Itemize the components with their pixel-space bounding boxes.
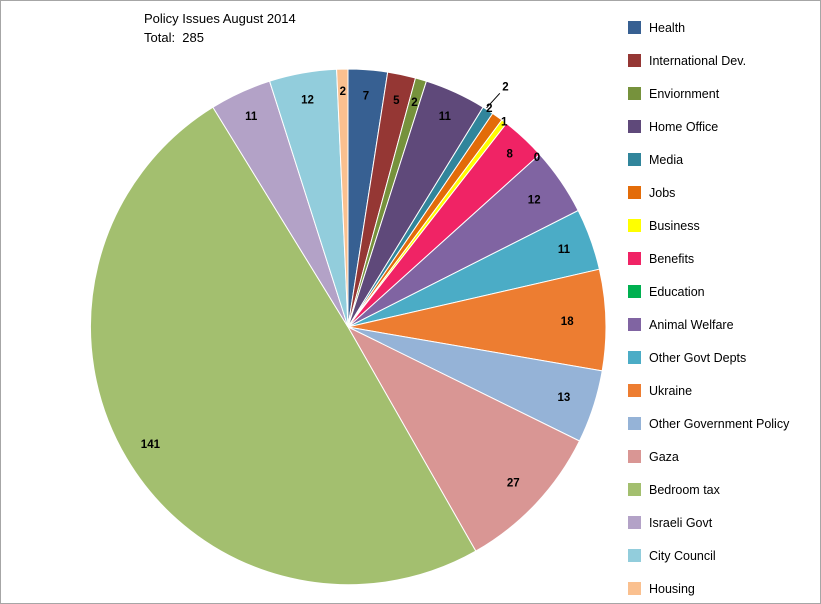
- slice-value-enviornment: 2: [411, 97, 417, 109]
- legend-item-jobs: Jobs: [628, 176, 789, 209]
- legend-label: Health: [649, 20, 686, 35]
- legend-item-ukraine: Ukraine: [628, 374, 789, 407]
- legend-color-swatch: [628, 351, 641, 364]
- legend-item-health: Health: [628, 11, 789, 44]
- legend-color-swatch: [628, 54, 641, 67]
- legend-color-swatch: [628, 87, 641, 100]
- legend-label: Ukraine: [649, 383, 693, 398]
- slice-value-bedroom-tax: 141: [141, 439, 161, 451]
- legend-item-israeli-govt: Israeli Govt: [628, 506, 789, 539]
- slice-value-animal-welfare: 12: [528, 194, 541, 206]
- legend-item-city-council: City Council: [628, 539, 789, 572]
- chart-title: Policy Issues August 2014: [144, 11, 296, 26]
- legend-color-swatch: [628, 516, 641, 529]
- legend-color-swatch: [628, 186, 641, 199]
- slice-value-business: 1: [501, 117, 508, 129]
- legend-color-swatch: [628, 21, 641, 34]
- legend-color-swatch: [628, 549, 641, 562]
- legend-label: Other Govt Depts: [649, 350, 747, 365]
- slice-value-ukraine: 18: [561, 316, 574, 328]
- slice-value-israeli-govt: 11: [245, 111, 258, 123]
- legend-item-benefits: Benefits: [628, 242, 789, 275]
- legend-color-swatch: [628, 153, 641, 166]
- legend-color-swatch: [628, 318, 641, 331]
- pie-slice-housing: [336, 68, 349, 328]
- legend-item-business: Business: [628, 209, 789, 242]
- legend-item-animal-welfare: Animal Welfare: [628, 308, 789, 341]
- legend-label: Housing: [649, 581, 695, 596]
- slice-value-city-council: 12: [301, 95, 314, 107]
- legend-label: Israeli Govt: [649, 515, 713, 530]
- legend-color-swatch: [628, 252, 641, 265]
- slice-value-international-dev: 5: [393, 95, 400, 107]
- slice-value-other-government-policy: 13: [558, 392, 571, 404]
- legend-label: Home Office: [649, 119, 719, 134]
- legend-item-housing: Housing: [628, 572, 789, 603]
- legend-label: Other Government Policy: [649, 416, 790, 431]
- legend-color-swatch: [628, 483, 641, 496]
- label-leader-line: [486, 92, 501, 109]
- legend-label: Media: [649, 152, 684, 167]
- chart-legend: Health International Dev. Enviornment Home …: [628, 11, 789, 603]
- legend-label: Education: [649, 284, 705, 299]
- pie-slice-bedroom-tax: [90, 106, 477, 586]
- slice-value-gaza: 27: [507, 478, 520, 490]
- legend-item-gaza: Gaza: [628, 440, 789, 473]
- legend-color-swatch: [628, 450, 641, 463]
- legend-label: Bedroom tax: [649, 482, 720, 497]
- legend-color-swatch: [628, 582, 641, 595]
- legend-label: Gaza: [649, 449, 679, 464]
- legend-label: Business: [649, 218, 700, 233]
- legend-item-media: Media: [628, 143, 789, 176]
- legend-label: Jobs: [649, 185, 676, 200]
- slice-value-jobs: 2: [502, 81, 508, 93]
- legend-item-other-government-policy: Other Government Policy: [628, 407, 789, 440]
- legend-label: International Dev.: [649, 53, 747, 68]
- slice-value-health: 7: [363, 91, 369, 103]
- legend-item-other-govt-depts: Other Govt Depts: [628, 341, 789, 374]
- slice-value-education: 0: [534, 152, 540, 164]
- legend-item-education: Education: [628, 275, 789, 308]
- legend-item-enviornment: Enviornment: [628, 77, 789, 110]
- legend-item-international-dev: International Dev.: [628, 44, 789, 77]
- legend-color-swatch: [628, 384, 641, 397]
- legend-label: City Council: [649, 548, 716, 563]
- legend-item-home-office: Home Office: [628, 110, 789, 143]
- chart-total: Total: 285: [144, 30, 204, 45]
- slice-value-home-office: 11: [439, 111, 452, 123]
- legend-item-bedroom-tax: Bedroom tax: [628, 473, 789, 506]
- slice-value-media: 2: [486, 103, 492, 115]
- pie-slice-gaza: [346, 325, 581, 552]
- legend-label: Benefits: [649, 251, 695, 266]
- legend-label: Animal Welfare: [649, 317, 734, 332]
- legend-color-swatch: [628, 285, 641, 298]
- slice-value-housing: 2: [340, 86, 346, 98]
- legend-color-swatch: [628, 219, 641, 232]
- slice-value-benefits: 8: [506, 148, 513, 160]
- slice-value-other-govt-depts: 11: [558, 244, 571, 256]
- legend-label: Enviornment: [649, 86, 720, 101]
- chart-title-block: Policy Issues August 2014 Total: 285: [144, 9, 296, 47]
- legend-color-swatch: [628, 120, 641, 133]
- legend-color-swatch: [628, 417, 641, 430]
